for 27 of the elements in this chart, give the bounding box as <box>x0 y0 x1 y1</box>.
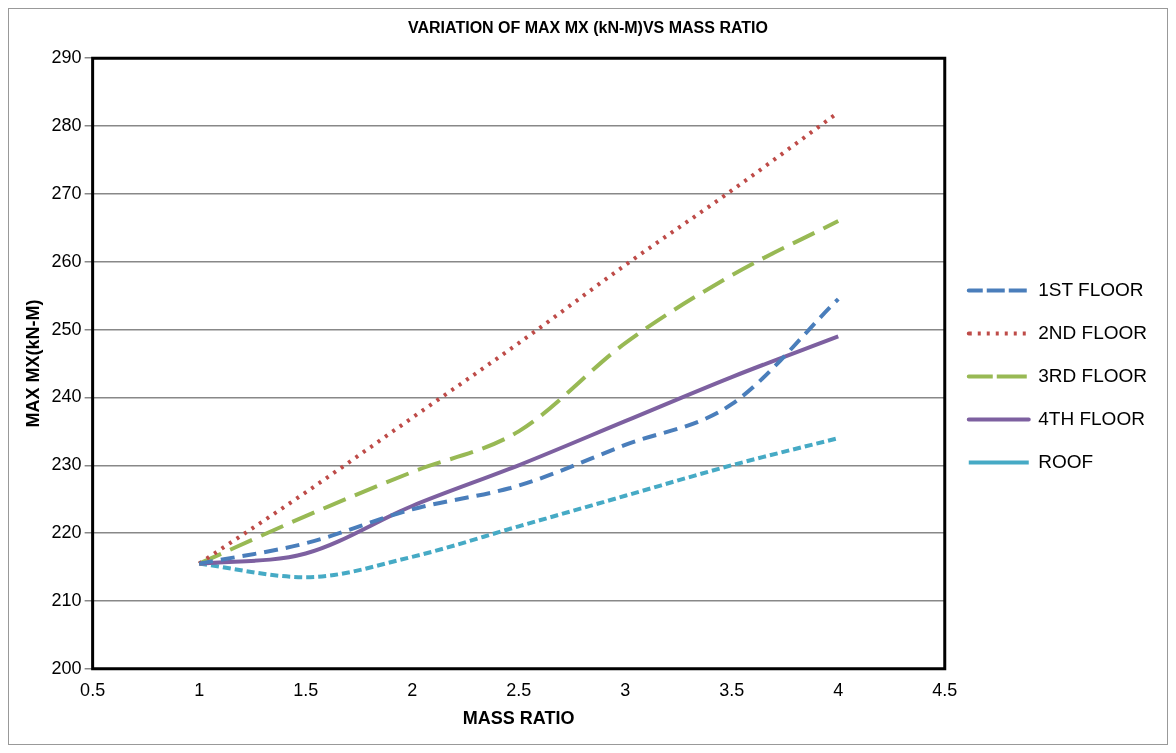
x-tick-label: 4.5 <box>932 679 958 700</box>
x-tick-label: 3.5 <box>719 679 745 700</box>
legend-label: 4TH FLOOR <box>1038 407 1145 429</box>
y-tick-label: 220 <box>51 522 82 543</box>
y-tick-label: 290 <box>51 47 82 68</box>
x-tick-label: 1 <box>194 679 205 700</box>
legend-label: 3RD FLOOR <box>1038 364 1148 386</box>
legend-label: 2ND FLOOR <box>1038 321 1148 343</box>
chart-title: VARIATION OF MAX MX (kN-M)VS MASS RATIO <box>408 19 768 37</box>
x-tick-label: 3 <box>620 679 631 700</box>
x-tick-label: 1.5 <box>293 679 319 700</box>
x-tick-label: 2.5 <box>506 679 532 700</box>
y-tick-label: 200 <box>51 657 82 678</box>
legend-label: 1ST FLOOR <box>1038 278 1144 300</box>
x-tick-label: 4 <box>833 679 844 700</box>
y-tick-label: 240 <box>51 386 82 407</box>
y-tick-label: 230 <box>51 454 82 475</box>
x-tick-label: 0.5 <box>80 679 106 700</box>
x-tick-label: 2 <box>407 679 418 700</box>
y-tick-label: 280 <box>51 115 82 136</box>
y-tick-label: 260 <box>51 250 82 271</box>
y-axis-title: MAX MX(kN-M) <box>22 299 43 428</box>
x-axis-title: MASS RATIO <box>462 708 575 729</box>
legend-label: ROOF <box>1038 450 1094 472</box>
y-tick-label: 250 <box>51 318 82 339</box>
y-tick-label: 270 <box>51 182 82 203</box>
y-tick-label: 210 <box>51 589 82 610</box>
